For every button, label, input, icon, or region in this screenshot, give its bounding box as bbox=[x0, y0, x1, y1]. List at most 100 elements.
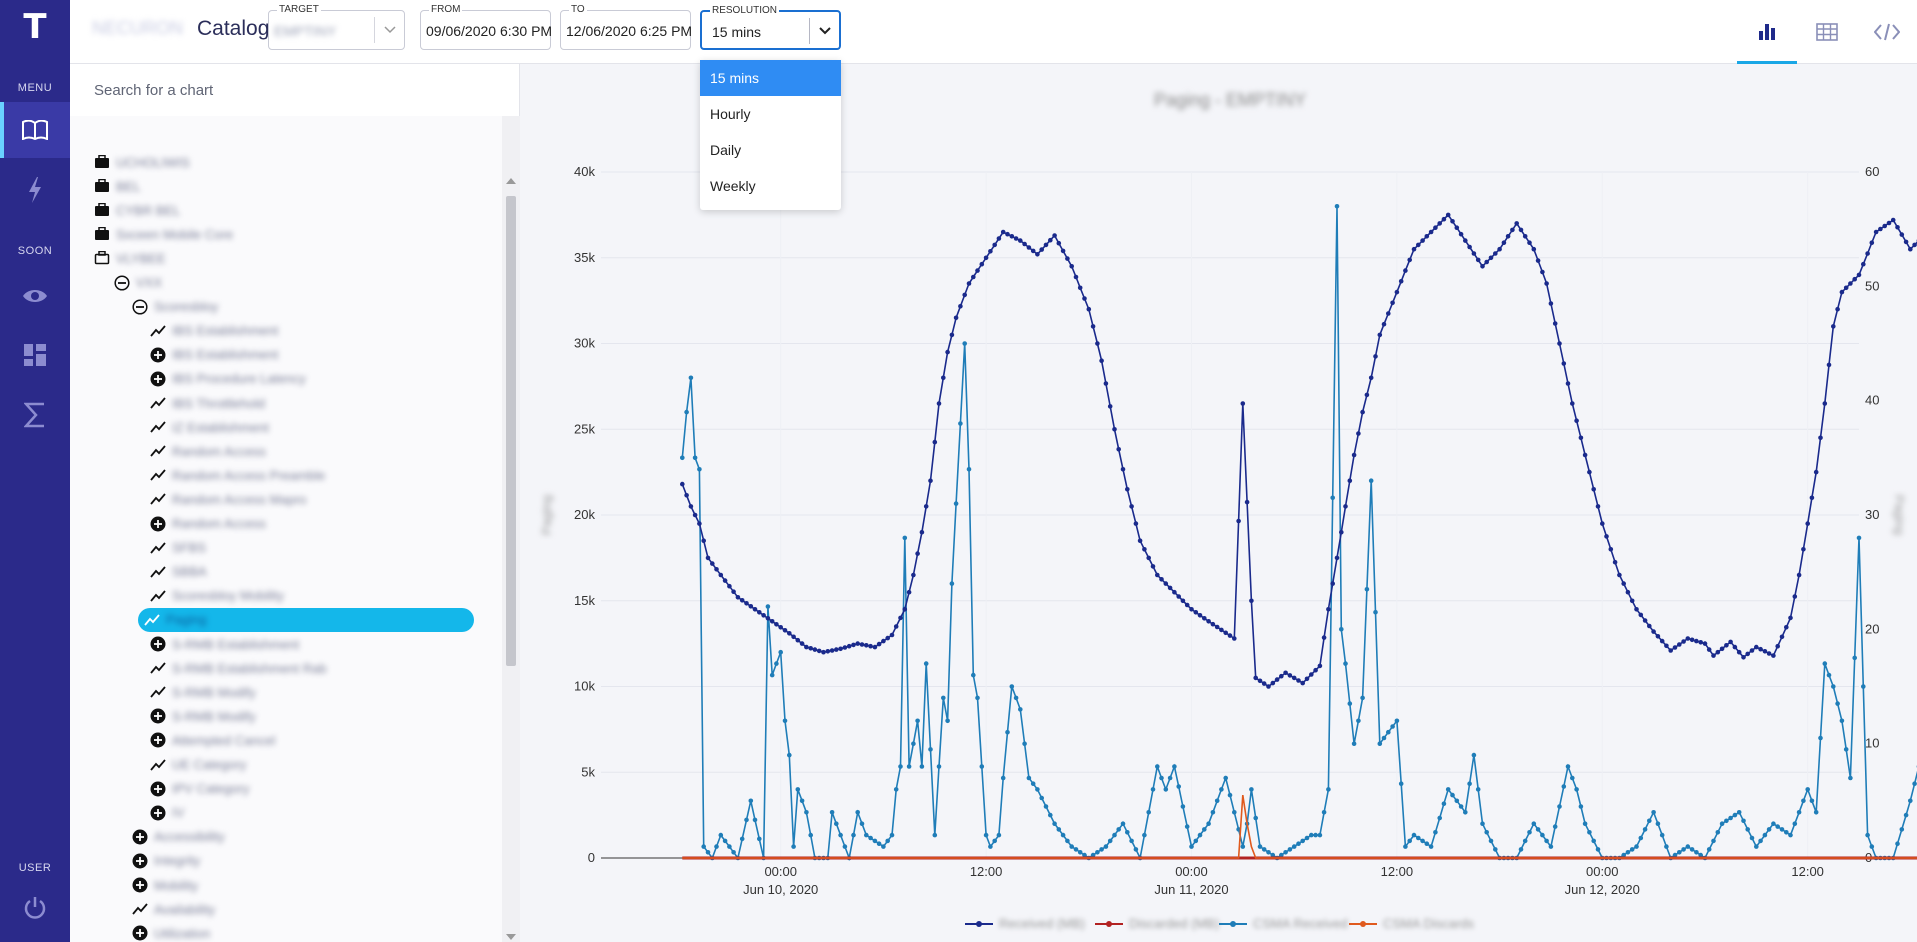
tree-item[interactable]: Random Access Preamble bbox=[150, 465, 325, 485]
plus-circle-icon[interactable] bbox=[150, 708, 166, 724]
line-chart-icon[interactable] bbox=[150, 395, 166, 411]
plus-circle-icon[interactable] bbox=[132, 829, 148, 845]
tree-item[interactable]: BEL bbox=[94, 176, 141, 196]
tree-item[interactable]: IPV Category bbox=[150, 779, 249, 799]
dropdown-option[interactable]: Hourly bbox=[710, 106, 751, 122]
tree-item[interactable]: S-RMB Establishment bbox=[150, 634, 299, 654]
sigma-icon[interactable] bbox=[0, 387, 70, 443]
bar-chart-icon[interactable] bbox=[1737, 0, 1797, 64]
plus-circle-icon[interactable] bbox=[132, 853, 148, 869]
plus-circle-icon[interactable] bbox=[150, 371, 166, 387]
eye-icon[interactable] bbox=[0, 268, 70, 324]
tree-item[interactable]: SBBA bbox=[150, 562, 207, 582]
tree-item[interactable]: Random Access bbox=[150, 514, 266, 534]
tree-item[interactable]: Sxceen Mobile Core bbox=[94, 224, 233, 244]
lightning-icon[interactable] bbox=[0, 162, 70, 218]
y-tick-label: 20k bbox=[574, 507, 595, 522]
tree-item-label: IPV Category bbox=[172, 781, 250, 797]
line-chart-icon[interactable] bbox=[150, 540, 166, 556]
tree-item[interactable]: Accessibility bbox=[132, 827, 225, 847]
tree-item[interactable]: UE Category bbox=[150, 755, 246, 775]
from-date-field[interactable]: FROM 09/06/2020 6:30 PM bbox=[420, 4, 552, 50]
line-chart-icon[interactable] bbox=[150, 588, 166, 604]
tree-item-label: Random Access Preamble bbox=[172, 467, 326, 483]
data-point bbox=[1647, 623, 1652, 629]
tree-item[interactable]: VXX bbox=[114, 273, 162, 293]
tree-item[interactable]: Utilization bbox=[132, 923, 210, 942]
line-chart-icon[interactable] bbox=[150, 564, 166, 580]
minus-circle-icon[interactable] bbox=[114, 274, 130, 291]
plus-circle-icon[interactable] bbox=[150, 636, 166, 652]
tree-item[interactable]: Paging bbox=[138, 607, 474, 632]
search-input[interactable] bbox=[70, 64, 519, 116]
tree-item[interactable]: Availability bbox=[132, 899, 215, 919]
tree-item[interactable]: SFBS bbox=[150, 538, 206, 558]
briefcase-open-icon[interactable] bbox=[94, 250, 110, 266]
scroll-down-icon[interactable] bbox=[506, 934, 516, 940]
line-chart-icon[interactable] bbox=[150, 757, 166, 773]
data-point bbox=[748, 604, 754, 609]
line-chart-icon[interactable] bbox=[150, 443, 166, 459]
line-chart-icon[interactable] bbox=[150, 419, 166, 435]
tree-item[interactable]: S-RMB Modify bbox=[150, 706, 256, 726]
resolution-select[interactable]: RESOLUTION 15 mins bbox=[700, 5, 841, 50]
dropdown-option[interactable]: Weekly bbox=[710, 178, 756, 194]
tree-item[interactable]: IV bbox=[150, 803, 184, 823]
target-select[interactable]: TARGET EMPTINY bbox=[268, 4, 405, 50]
data-point bbox=[979, 261, 985, 267]
line-chart-icon[interactable] bbox=[150, 660, 166, 676]
scrollbar-thumb[interactable] bbox=[506, 196, 516, 666]
line-chart-icon[interactable] bbox=[132, 901, 148, 917]
tree-item[interactable]: Random Access Mapro bbox=[150, 489, 306, 509]
briefcase-icon[interactable] bbox=[94, 154, 110, 170]
line-chart-icon[interactable] bbox=[150, 467, 166, 483]
tree-item[interactable]: UCHOLIWIS bbox=[94, 152, 190, 172]
tree-item[interactable]: VLYBEE bbox=[94, 248, 166, 268]
tree-item[interactable]: Random Access bbox=[150, 441, 266, 461]
line-chart-icon[interactable] bbox=[150, 323, 166, 339]
line-chart-icon[interactable] bbox=[150, 491, 166, 507]
plus-circle-icon[interactable] bbox=[150, 347, 166, 363]
plus-circle-icon[interactable] bbox=[150, 732, 166, 748]
briefcase-icon[interactable] bbox=[94, 178, 110, 194]
tree-item[interactable]: CYBR BEL bbox=[94, 200, 180, 220]
plus-circle-icon[interactable] bbox=[150, 805, 166, 821]
plus-circle-icon[interactable] bbox=[150, 516, 166, 532]
dropdown-option[interactable]: 15 mins bbox=[700, 60, 841, 96]
chevron-down-icon[interactable] bbox=[374, 17, 404, 43]
brand-logo[interactable]: T bbox=[23, 7, 47, 47]
tree-item[interactable]: IZ Establishment bbox=[150, 417, 269, 437]
scroll-up-icon[interactable] bbox=[506, 178, 516, 184]
table-icon[interactable] bbox=[1797, 0, 1857, 64]
to-date-field[interactable]: TO 12/06/2020 6:25 PM bbox=[560, 4, 692, 50]
briefcase-icon[interactable] bbox=[94, 226, 110, 242]
dropdown-option[interactable]: Daily bbox=[710, 142, 742, 158]
tree-item[interactable]: Attempted Cancel bbox=[150, 730, 275, 750]
tree-item[interactable]: S-RMB Modify bbox=[150, 682, 256, 702]
line-chart-icon[interactable] bbox=[144, 612, 160, 628]
tree-item[interactable]: IBS Procedure Latency bbox=[150, 369, 306, 389]
tree-item[interactable]: IBS Throttlehold bbox=[150, 393, 265, 413]
power-icon[interactable] bbox=[0, 880, 70, 936]
tree-item[interactable]: IBS Establishment bbox=[150, 345, 278, 365]
plus-circle-icon[interactable] bbox=[150, 781, 166, 797]
plus-circle-icon[interactable] bbox=[132, 925, 148, 941]
data-point bbox=[829, 648, 835, 653]
tree-item[interactable]: S-RMB Establishment Rab bbox=[150, 658, 327, 678]
data-point bbox=[885, 635, 890, 641]
tree-item[interactable]: IBS Establishment bbox=[150, 321, 278, 341]
plus-circle-icon[interactable] bbox=[132, 877, 148, 893]
tree-item[interactable]: Integrity bbox=[132, 851, 200, 871]
tree-item[interactable]: Mobility bbox=[132, 875, 198, 895]
data-point bbox=[1261, 681, 1267, 686]
tree-item[interactable]: Scoresbloy Mobility bbox=[150, 586, 284, 606]
line-chart-icon[interactable] bbox=[150, 684, 166, 700]
briefcase-icon[interactable] bbox=[94, 202, 110, 218]
book-icon[interactable] bbox=[0, 102, 70, 158]
tree-scrollbar[interactable] bbox=[502, 116, 520, 942]
tree-item[interactable]: Scoresbloy bbox=[132, 297, 218, 317]
dashboard-icon[interactable] bbox=[0, 327, 70, 383]
minus-circle-icon[interactable] bbox=[132, 299, 148, 315]
chevron-down-icon[interactable] bbox=[809, 18, 839, 44]
code-icon[interactable] bbox=[1857, 0, 1917, 64]
